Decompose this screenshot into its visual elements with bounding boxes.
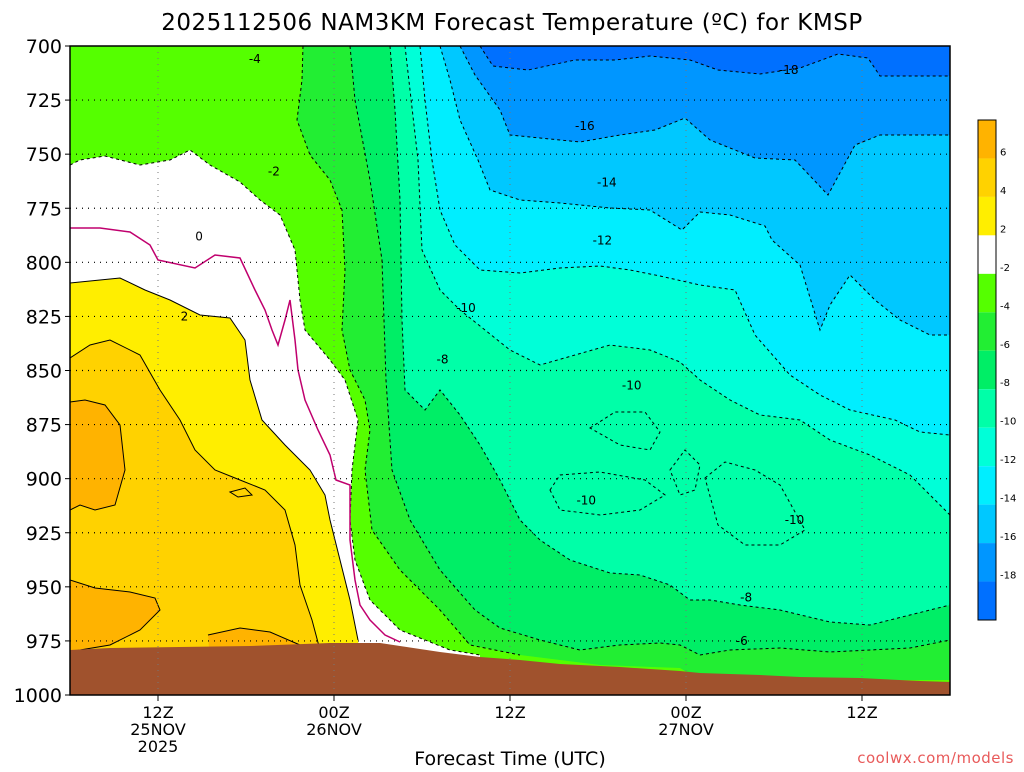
plot-area: -18 -16 -14 -12 -10 -10 -8 -10 -10 -8 -6 -4 -2 0 2 bbox=[70, 46, 950, 695]
colorbar-swatch bbox=[978, 543, 996, 582]
y-tick-label: 800 bbox=[26, 252, 62, 274]
y-tick-label: 875 bbox=[26, 415, 62, 437]
y-tick-label: 850 bbox=[26, 361, 62, 383]
contour-label: -8 bbox=[740, 591, 752, 605]
negative-contours bbox=[70, 46, 950, 656]
x-tick-label: 12Z bbox=[494, 703, 525, 722]
x-tick-label: 25NOV bbox=[130, 720, 186, 739]
watermark: coolwx.com/models bbox=[857, 749, 1014, 767]
x-tick-label: 2025 bbox=[138, 737, 179, 756]
colorbar-swatch bbox=[978, 581, 996, 620]
colorbar-label: 2 bbox=[1000, 224, 1006, 235]
contour-label: -14 bbox=[597, 175, 617, 189]
colorbar-swatch bbox=[978, 273, 996, 313]
y-axis: 700 725 750 775 800 825 850 875 900 925 950 975 1000 bbox=[14, 36, 70, 707]
colorbar-frame bbox=[977, 119, 997, 621]
contour-label: 2 bbox=[181, 309, 189, 323]
x-tick-label: 00Z bbox=[670, 703, 701, 722]
colorbar-swatch bbox=[978, 312, 996, 351]
colorbar-label: -10 bbox=[1000, 417, 1016, 428]
colorbar-swatch bbox=[978, 196, 996, 236]
colorbar-label: -6 bbox=[1000, 340, 1010, 351]
colorbar-label: -2 bbox=[1000, 263, 1010, 274]
contour-label: -12 bbox=[593, 234, 613, 248]
contour-label: 0 bbox=[195, 229, 203, 243]
x-axis-label: Forecast Time (UTC) bbox=[414, 748, 605, 768]
colorbar-label: -8 bbox=[1000, 378, 1010, 389]
y-tick-label: 975 bbox=[26, 631, 62, 653]
contour-labels: -18 -16 -14 -12 -10 -10 -8 -10 -10 -8 -6 -4 -2 0 2 bbox=[181, 52, 805, 648]
colorbar-swatch bbox=[978, 504, 996, 544]
contour-label: -16 bbox=[575, 119, 595, 133]
contour-label: -8 bbox=[437, 353, 449, 367]
contour-label: -6 bbox=[736, 634, 748, 648]
zero-contour bbox=[70, 227, 401, 643]
contour-label: -10 bbox=[622, 379, 642, 393]
positive-contours bbox=[70, 277, 359, 653]
colorbar-label: -18 bbox=[1000, 571, 1016, 582]
x-tick-label: 27NOV bbox=[658, 720, 714, 739]
grid-lines bbox=[70, 46, 950, 695]
y-tick-label: 825 bbox=[26, 306, 62, 328]
y-tick-label: 950 bbox=[26, 577, 62, 599]
colorbar-label: -12 bbox=[1000, 455, 1016, 466]
x-tick-label: 00Z bbox=[318, 703, 349, 722]
colorbar-swatch bbox=[978, 466, 996, 505]
terrain bbox=[70, 643, 950, 695]
contour-label: -10 bbox=[576, 493, 596, 507]
colorbar-swatch bbox=[978, 389, 996, 428]
y-tick-label: 925 bbox=[26, 523, 62, 545]
colorbar-swatch bbox=[978, 235, 996, 274]
contour-label: -4 bbox=[249, 52, 261, 66]
colorbar: 6 4 2 -2 -4 -6 -8 -10 -12 -14 -16 -18 bbox=[977, 119, 1016, 621]
x-tick-label: 26NOV bbox=[306, 720, 362, 739]
colorbar-label: -4 bbox=[1000, 301, 1010, 312]
colorbar-swatch bbox=[978, 120, 996, 159]
y-tick-label: 900 bbox=[26, 469, 62, 491]
colorbar-swatch bbox=[978, 350, 996, 390]
colorbar-swatch bbox=[978, 158, 996, 197]
x-tick-label: 12Z bbox=[142, 703, 173, 722]
band-4-6 bbox=[70, 400, 300, 660]
chart-title: 2025112506 NAM3KM Forecast Temperature (… bbox=[161, 10, 862, 36]
y-tick-label: 1000 bbox=[14, 685, 62, 707]
colorbar-label: 6 bbox=[1000, 147, 1006, 158]
colorbar-label: -16 bbox=[1000, 532, 1016, 543]
colorbar-label: -14 bbox=[1000, 494, 1016, 505]
contour-label: -10 bbox=[785, 513, 805, 527]
y-tick-label: 775 bbox=[26, 198, 62, 220]
y-tick-label: 700 bbox=[26, 36, 62, 58]
y-tick-label: 750 bbox=[26, 144, 62, 166]
contour-label: -2 bbox=[268, 164, 280, 178]
contour-label: -18 bbox=[779, 63, 799, 77]
colorbar-swatch bbox=[978, 427, 996, 467]
y-tick-label: 725 bbox=[26, 90, 62, 112]
contour-label: -10 bbox=[456, 301, 476, 315]
x-tick-label: 12Z bbox=[846, 703, 877, 722]
colorbar-label: 4 bbox=[1000, 186, 1006, 197]
